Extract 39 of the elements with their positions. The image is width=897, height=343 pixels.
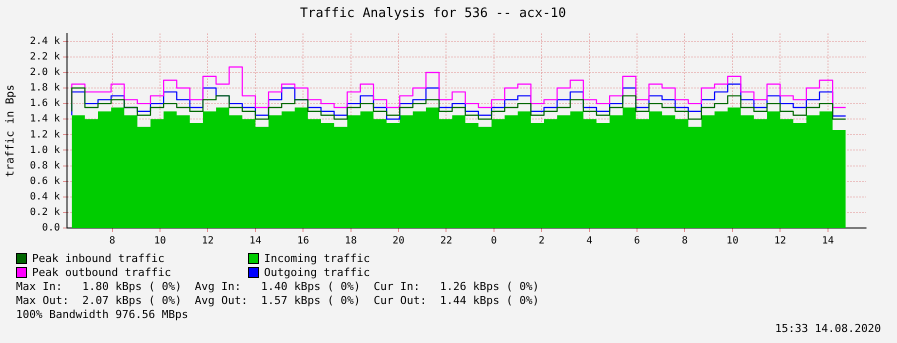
x-tick-label: 10 <box>154 236 166 247</box>
text: 15:33 14.08.2020 <box>775 322 881 335</box>
x-tick-label: 22 <box>440 236 452 247</box>
y-tick-label: 2.2 k <box>30 52 60 63</box>
y-tick-label: 1.2 k <box>30 129 60 140</box>
text: 100% Bandwidth 976.56 MBps <box>16 308 190 322</box>
x-tick-label: 2 <box>538 236 545 247</box>
chart-title: Traffic Analysis for 536 -- acx-10 <box>300 6 566 22</box>
y-tick-label: 1.4 k <box>30 114 60 125</box>
y-axis-title: traffic in Bps <box>3 84 16 178</box>
text: Max Out: 2.07 kBps ( 0%) Avg Out: 1.57 kBps ( 0%) Cur Out: 1.44 kBps ( 0%) <box>16 294 540 308</box>
legend-label: Outgoing traffic <box>264 266 370 279</box>
x-tick-label: 0 <box>490 236 497 247</box>
y-tick-label: 1.0 k <box>30 144 60 156</box>
legend-label: Peak outbound traffic <box>32 266 172 279</box>
y-tick-label: 0.4 k <box>30 191 60 202</box>
x-tick-label: 12 <box>774 236 786 247</box>
x-tick-label: 20 <box>392 236 405 247</box>
y-tick-label: 0.6 k <box>30 176 60 187</box>
x-tick-label: 8 <box>109 236 116 247</box>
x-tick-label: 18 <box>344 236 357 247</box>
text: Incoming traffic <box>264 252 370 265</box>
x-tick-label: 14 <box>249 236 262 247</box>
y-tick-label: 0.8 k <box>30 160 60 172</box>
x-tick-label: 14 <box>822 236 834 247</box>
text: Max In: 1.80 kBps ( 0%) Avg In: 1.40 kBps ( 0%) Cur In: 1.26 kBps ( 0%) <box>16 280 540 294</box>
y-tick-label: 2.0 k <box>30 67 60 78</box>
legend-label: Peak inbound traffic <box>32 252 164 265</box>
y-tick-label: 1.8 k <box>30 82 60 94</box>
y-tick-label: 0.0 <box>42 222 60 234</box>
x-tick-label: 6 <box>634 236 640 247</box>
y-tick-label: 2.4 k <box>30 36 60 47</box>
x-tick-label: 16 <box>297 236 310 247</box>
x-tick-label: 12 <box>202 236 214 247</box>
y-tick-label: 0.2 k <box>30 207 60 218</box>
x-tick-label: 4 <box>586 236 592 247</box>
x-tick-label: 8 <box>682 236 688 247</box>
y-tick-label: 1.6 k <box>30 98 60 110</box>
x-tick-label: 10 <box>726 236 738 247</box>
